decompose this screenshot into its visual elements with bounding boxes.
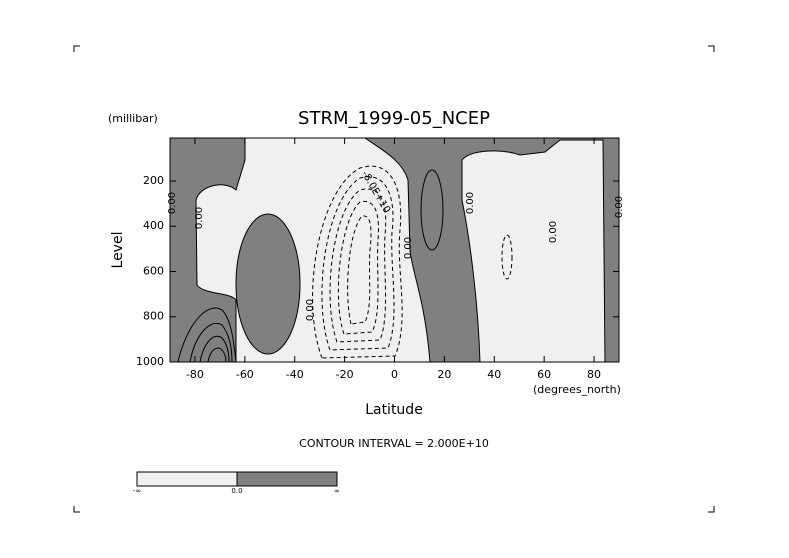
y-tick-label: 600 xyxy=(143,264,164,277)
x-tick-label: 0 xyxy=(391,368,398,381)
x-tick-label: 60 xyxy=(537,368,551,381)
x-tick-label: 40 xyxy=(487,368,501,381)
colorbar-label: ∞ xyxy=(334,487,340,495)
contour-label: 0.00 xyxy=(548,221,559,243)
y-unit: (millibar) xyxy=(108,112,158,125)
contour-field: 0.00 0.00 0.00 -8.0E+10 0.00 0.00 0.00 0… xyxy=(167,137,625,363)
x-tick-label: -20 xyxy=(336,368,354,381)
contour-label: 0.00 xyxy=(194,207,205,229)
x-unit: (degrees_north) xyxy=(533,383,621,396)
x-tick-label: -60 xyxy=(236,368,254,381)
x-tick-label: 80 xyxy=(587,368,601,381)
contour-label: 0.00 xyxy=(305,299,316,321)
colorbar-label: 0.0 xyxy=(231,487,242,495)
chart-title: STRM_1999-05_NCEP xyxy=(298,108,490,129)
contour-label: 0.00 xyxy=(465,192,476,214)
y-tick-label: 400 xyxy=(143,219,164,232)
x-tick-label: -40 xyxy=(286,368,304,381)
contour-note: CONTOUR INTERVAL = 2.000E+10 xyxy=(299,437,489,450)
colorbar-label: -∞ xyxy=(133,487,141,495)
corner-marks xyxy=(73,45,715,513)
y-tick-label: 1000 xyxy=(136,355,164,368)
contour-label: 0.00 xyxy=(403,237,414,259)
contour-label: 0.00 xyxy=(167,192,178,214)
x-axis-label: Latitude xyxy=(365,402,423,418)
y-axis-label: Level xyxy=(110,232,126,269)
colorbar: -∞ 0.0 ∞ xyxy=(133,471,340,495)
x-tick-label: 20 xyxy=(437,368,451,381)
y-tick-label: 200 xyxy=(143,174,164,187)
x-tick-label: -80 xyxy=(186,368,204,381)
y-tick-label: 800 xyxy=(143,310,164,323)
